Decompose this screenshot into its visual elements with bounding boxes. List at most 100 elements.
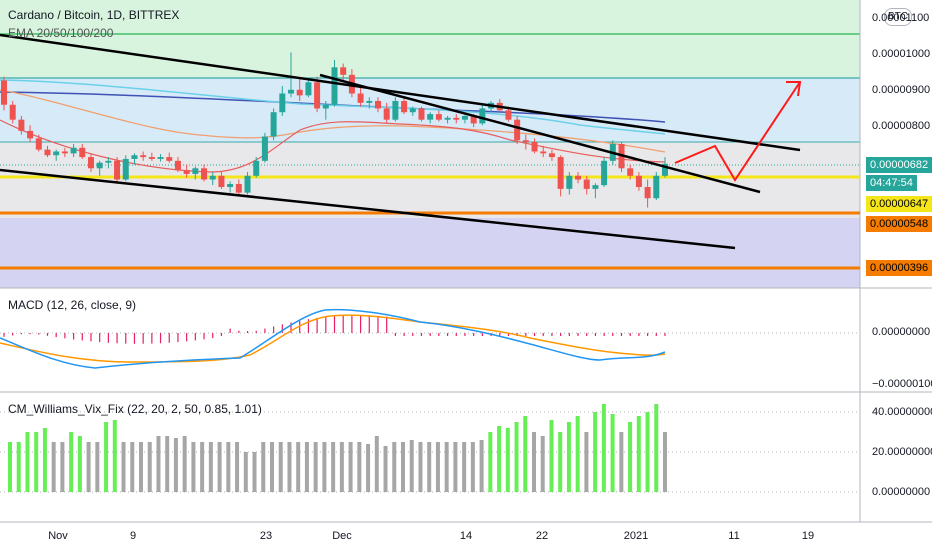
candle-body[interactable] — [522, 140, 529, 143]
vix-bar — [77, 436, 82, 492]
vix-bar — [453, 442, 458, 492]
vix-title[interactable]: CM_Williams_Vix_Fix (22, 20, 2, 50, 0.85… — [8, 402, 262, 416]
candle-body[interactable] — [366, 100, 373, 103]
candle-body[interactable] — [557, 157, 564, 189]
candle-body[interactable] — [453, 117, 460, 120]
candle-body[interactable] — [235, 184, 242, 193]
candle-body[interactable] — [444, 117, 451, 120]
vix-bar — [51, 442, 56, 492]
vix-bar — [200, 442, 205, 492]
candle-body[interactable] — [218, 175, 225, 188]
candle-body[interactable] — [601, 160, 608, 186]
candle-body[interactable] — [209, 175, 216, 180]
candle-body[interactable] — [427, 114, 434, 120]
forecast-arrowhead — [786, 81, 802, 97]
vix-bar — [427, 442, 432, 492]
candle-body[interactable] — [174, 160, 181, 171]
candle-body[interactable] — [314, 82, 321, 109]
vix-bar — [479, 440, 484, 492]
vix-bar — [104, 422, 109, 492]
ema-indicator-label[interactable]: EMA 20/50/100/200 — [8, 26, 114, 40]
candle-body[interactable] — [653, 175, 660, 199]
candle-body[interactable] — [470, 115, 477, 124]
candle-body[interactable] — [253, 160, 260, 176]
candle-body[interactable] — [418, 108, 425, 120]
x-tick-11: 11 — [728, 530, 740, 542]
candle-body[interactable] — [401, 100, 408, 113]
candle-body[interactable] — [192, 168, 199, 174]
candle-body[interactable] — [357, 93, 364, 103]
candle-body[interactable] — [1, 80, 7, 105]
vix-bar — [69, 432, 74, 492]
candle-body[interactable] — [140, 155, 147, 158]
candle-body[interactable] — [340, 67, 347, 75]
candle-body[interactable] — [261, 136, 268, 161]
y-tick-2: 0.00000900 — [872, 84, 931, 96]
candle-body[interactable] — [505, 110, 512, 120]
candle-body[interactable] — [305, 82, 312, 96]
candle-body[interactable] — [374, 100, 381, 109]
vix-bar — [532, 432, 536, 492]
candle-body[interactable] — [244, 175, 251, 193]
candle-body[interactable] — [479, 108, 486, 124]
candle-body[interactable] — [662, 163, 668, 176]
candle-body[interactable] — [409, 108, 416, 113]
macd-title[interactable]: MACD (12, 26, close, 9) — [8, 298, 137, 312]
candle-body[interactable] — [331, 67, 338, 105]
candle-body[interactable] — [644, 187, 651, 199]
candle-body[interactable] — [27, 130, 34, 139]
currency-badge[interactable]: BTC — [884, 8, 912, 26]
candle-body[interactable] — [548, 153, 555, 158]
candle-body[interactable] — [79, 147, 86, 158]
vix-bar — [470, 442, 475, 492]
candle-body[interactable] — [166, 157, 173, 161]
candle-body[interactable] — [592, 185, 599, 189]
candle-body[interactable] — [514, 119, 521, 141]
vix-bar — [130, 442, 135, 492]
candle-body[interactable] — [35, 138, 42, 150]
vix-bar — [287, 442, 292, 492]
candle-body[interactable] — [270, 112, 277, 137]
candle-body[interactable] — [531, 142, 538, 152]
candle-body[interactable] — [96, 162, 103, 169]
candle-body[interactable] — [566, 175, 573, 189]
candle-body[interactable] — [296, 89, 303, 96]
vix-bar — [121, 442, 126, 492]
candle-body[interactable] — [53, 151, 60, 156]
vix-bar — [147, 442, 152, 492]
candle-body[interactable] — [583, 179, 590, 189]
vix-bar — [208, 442, 213, 492]
candle-body[interactable] — [114, 160, 121, 180]
candle-body[interactable] — [157, 157, 164, 159]
vix-bar — [654, 404, 659, 492]
candle-body[interactable] — [105, 160, 112, 163]
candle-body[interactable] — [183, 170, 190, 174]
candle-body[interactable] — [18, 119, 25, 131]
candle-body[interactable] — [627, 168, 634, 176]
candle-body[interactable] — [288, 89, 295, 94]
candle-body[interactable] — [575, 175, 582, 180]
candle-body[interactable] — [435, 114, 442, 120]
candle-body[interactable] — [9, 104, 16, 120]
candle-body[interactable] — [383, 108, 390, 120]
candle-body[interactable] — [392, 100, 399, 120]
vix-bar — [16, 442, 21, 492]
vix-bar — [217, 442, 222, 492]
candle-body[interactable] — [122, 158, 129, 180]
vix-bar — [628, 422, 633, 492]
candle-body[interactable] — [540, 151, 547, 154]
candle-body[interactable] — [461, 115, 468, 120]
candle-body[interactable] — [279, 93, 286, 113]
candle-body[interactable] — [87, 157, 94, 169]
candle-body[interactable] — [201, 168, 208, 180]
candle-body[interactable] — [70, 147, 77, 154]
candle-body[interactable] — [322, 104, 329, 109]
candle-body[interactable] — [148, 157, 155, 159]
candle-body[interactable] — [227, 184, 234, 188]
candle-body[interactable] — [131, 155, 138, 159]
candle-body[interactable] — [44, 149, 51, 156]
candle-body[interactable] — [61, 151, 68, 154]
candle-body[interactable] — [635, 175, 642, 188]
y-tick-0: 0.00001100 — [872, 12, 930, 24]
